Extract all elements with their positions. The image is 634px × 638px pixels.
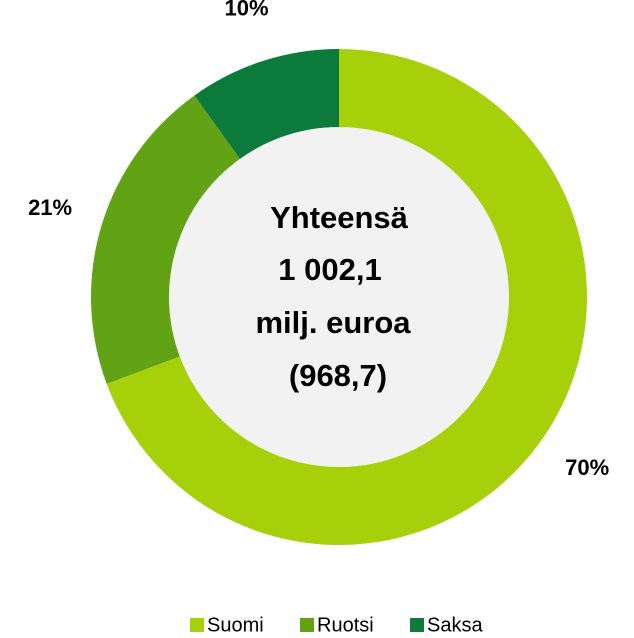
center-text: (968,7) [289,358,387,393]
donut-segment [194,49,339,159]
center-text: 1 002,1 [278,252,381,287]
legend-swatch [190,618,204,632]
donut-segment [90,95,240,384]
legend-swatch [410,618,424,632]
legend-label: Suomi [207,614,264,636]
data-label: 70% [565,455,609,480]
legend-label: Saksa [427,614,483,636]
legend-label: Ruotsi [317,614,374,636]
center-text: Yhteensä [270,200,409,235]
legend-swatch [300,618,314,632]
data-label: 21% [28,195,72,220]
donut-segment [106,49,588,545]
data-label: 10% [225,0,269,20]
donut-center [169,127,509,467]
center-text: milj. euroa [255,305,411,340]
